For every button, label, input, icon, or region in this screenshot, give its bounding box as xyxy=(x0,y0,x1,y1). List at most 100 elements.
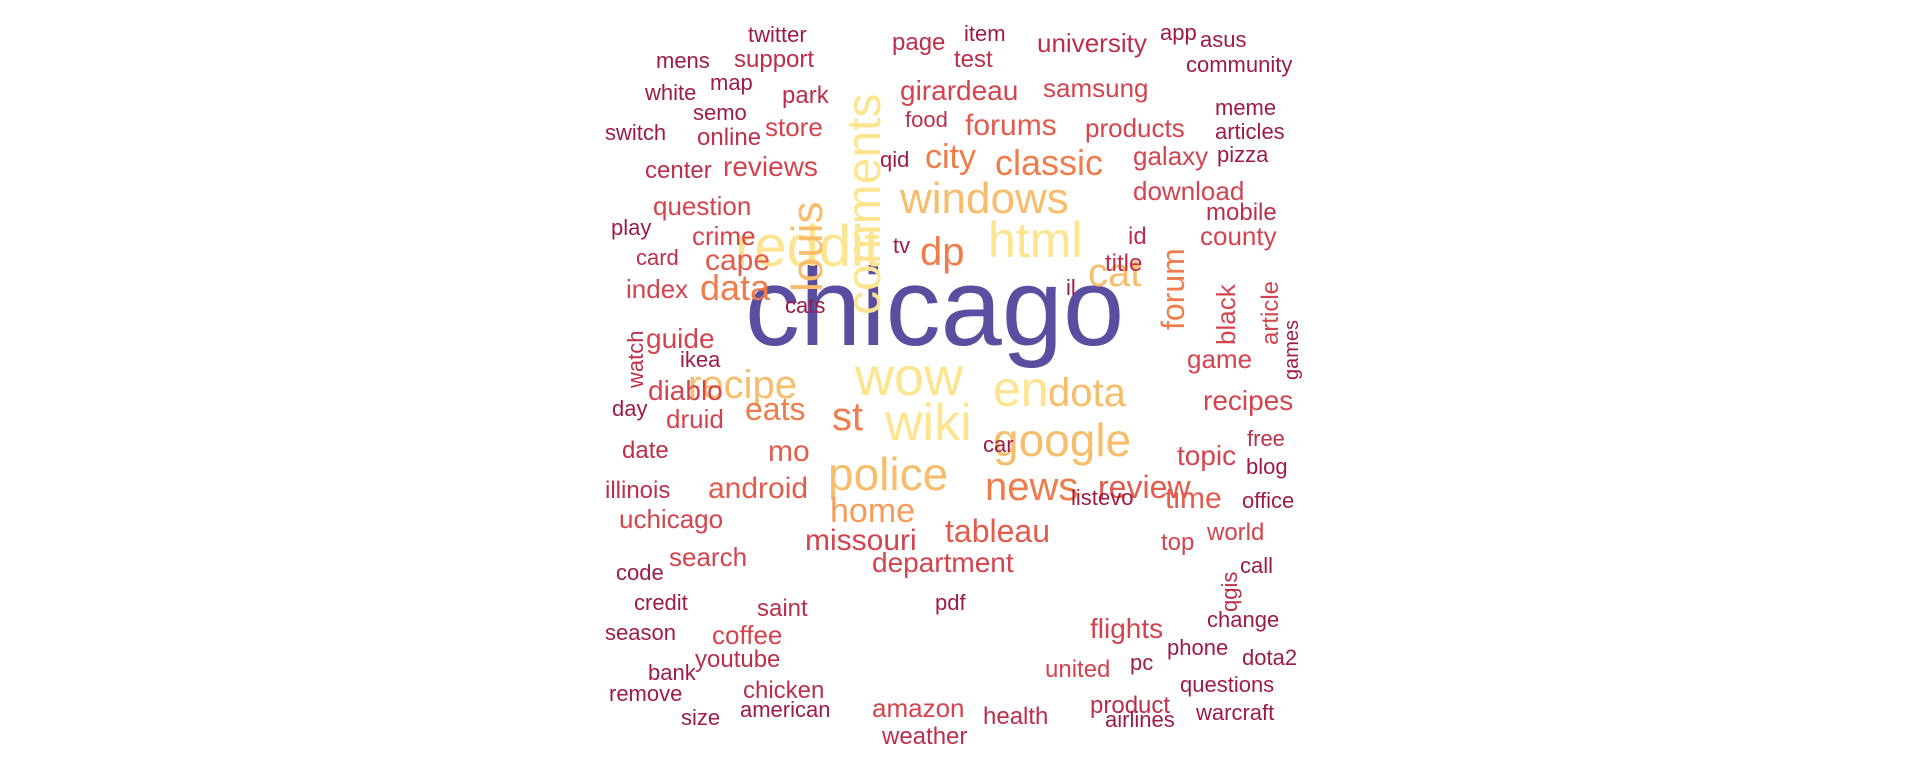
word-pdf: pdf xyxy=(935,590,966,615)
word-blog: blog xyxy=(1246,454,1288,479)
word-black: black xyxy=(1211,283,1241,345)
word-illinois: illinois xyxy=(605,477,670,504)
word-cape: cape xyxy=(705,244,770,277)
word-bank: bank xyxy=(648,660,697,685)
word-dota2: dota2 xyxy=(1242,645,1297,670)
word-forums: forums xyxy=(965,109,1057,142)
word-id: id xyxy=(1128,223,1147,250)
word-flights: flights xyxy=(1090,613,1163,644)
word-police: police xyxy=(828,448,948,500)
word-american: american xyxy=(740,697,830,722)
word-guide: guide xyxy=(646,323,715,354)
word-warcraft: warcraft xyxy=(1195,700,1274,725)
word-top: top xyxy=(1161,529,1194,556)
word-watch: watch xyxy=(623,331,648,389)
word-recipe: recipe xyxy=(688,363,797,407)
word-tableau: tableau xyxy=(945,513,1050,549)
word-university: university xyxy=(1037,28,1147,58)
word-page: page xyxy=(892,29,945,56)
word-forum: forum xyxy=(1155,248,1191,330)
word-topic: topic xyxy=(1177,440,1236,471)
word-diablo: diablo xyxy=(648,375,723,406)
word-semo: semo xyxy=(693,100,747,125)
word-twitter: twitter xyxy=(748,22,807,47)
word-department: department xyxy=(872,547,1014,578)
word-white: white xyxy=(644,80,696,105)
word-remove: remove xyxy=(609,681,682,706)
word-product: product xyxy=(1090,692,1170,719)
word-home: home xyxy=(830,492,915,530)
word-google: google xyxy=(993,414,1131,466)
word-galaxy: galaxy xyxy=(1133,141,1208,171)
word-day: day xyxy=(612,396,647,421)
word-store: store xyxy=(765,112,823,142)
word-season: season xyxy=(605,620,676,645)
word-comments: comments xyxy=(838,94,891,315)
word-cats: cats xyxy=(785,293,825,318)
word-credit: credit xyxy=(634,590,688,615)
word-il: il xyxy=(1066,275,1076,300)
word-saint: saint xyxy=(757,595,808,622)
word-community: community xyxy=(1186,52,1292,77)
word-html: html xyxy=(988,212,1082,268)
word-support: support xyxy=(734,46,814,73)
word-world: world xyxy=(1206,519,1264,546)
word-search: search xyxy=(669,542,747,572)
word-ikea: ikea xyxy=(680,347,721,372)
word-uchicago: uchicago xyxy=(619,504,723,534)
word-reviews: reviews xyxy=(723,151,818,182)
word-amazon: amazon xyxy=(872,693,965,723)
word-games: games xyxy=(1281,320,1303,380)
word-phone: phone xyxy=(1167,635,1228,660)
word-reddit: reddit xyxy=(735,214,880,279)
word-city: city xyxy=(925,138,976,176)
word-data: data xyxy=(700,267,771,308)
word-game: game xyxy=(1187,344,1252,374)
word-title: title xyxy=(1105,250,1142,277)
word-questions: questions xyxy=(1180,672,1274,697)
word-recipes: recipes xyxy=(1203,385,1293,416)
word-item: item xyxy=(964,21,1006,46)
word-park: park xyxy=(782,82,830,109)
word-date: date xyxy=(622,437,669,464)
word-review: review xyxy=(1098,469,1191,505)
word-crime: crime xyxy=(692,221,756,251)
word-online: online xyxy=(697,124,761,151)
word-index: index xyxy=(626,274,688,304)
word-chicken: chicken xyxy=(743,677,824,704)
word-girardeau: girardeau xyxy=(900,75,1018,106)
word-center: center xyxy=(645,157,712,184)
word-card: card xyxy=(636,245,679,270)
word-united: united xyxy=(1045,656,1110,683)
word-change: change xyxy=(1207,607,1279,632)
word-coffee: coffee xyxy=(712,620,782,650)
word-switch: switch xyxy=(605,120,666,145)
word-android: android xyxy=(708,472,808,505)
word-articles: articles xyxy=(1215,119,1285,144)
word-news: news xyxy=(985,465,1078,509)
word-mobile: mobile xyxy=(1206,199,1277,226)
word-meme: meme xyxy=(1215,95,1276,120)
word-food: food xyxy=(905,107,948,132)
word-health: health xyxy=(983,703,1048,730)
word-mo: mo xyxy=(768,435,810,468)
word-office: office xyxy=(1242,488,1294,513)
word-app: app xyxy=(1160,20,1197,45)
word-druid: druid xyxy=(666,404,724,434)
word-map: map xyxy=(710,70,753,95)
word-missouri: missouri xyxy=(805,524,917,557)
word-code: code xyxy=(616,560,664,585)
word-samsung: samsung xyxy=(1043,73,1149,103)
word-wow: wow xyxy=(854,347,964,407)
word-article: article xyxy=(1257,281,1284,345)
word-wiki: wiki xyxy=(884,394,972,452)
word-county: county xyxy=(1200,221,1277,251)
word-louis: louis xyxy=(783,202,832,293)
word-car: car xyxy=(983,432,1014,457)
word-st: st xyxy=(832,395,863,439)
word-time: time xyxy=(1165,482,1222,515)
word-classic: classic xyxy=(995,142,1103,183)
word-tv: tv xyxy=(893,233,910,258)
